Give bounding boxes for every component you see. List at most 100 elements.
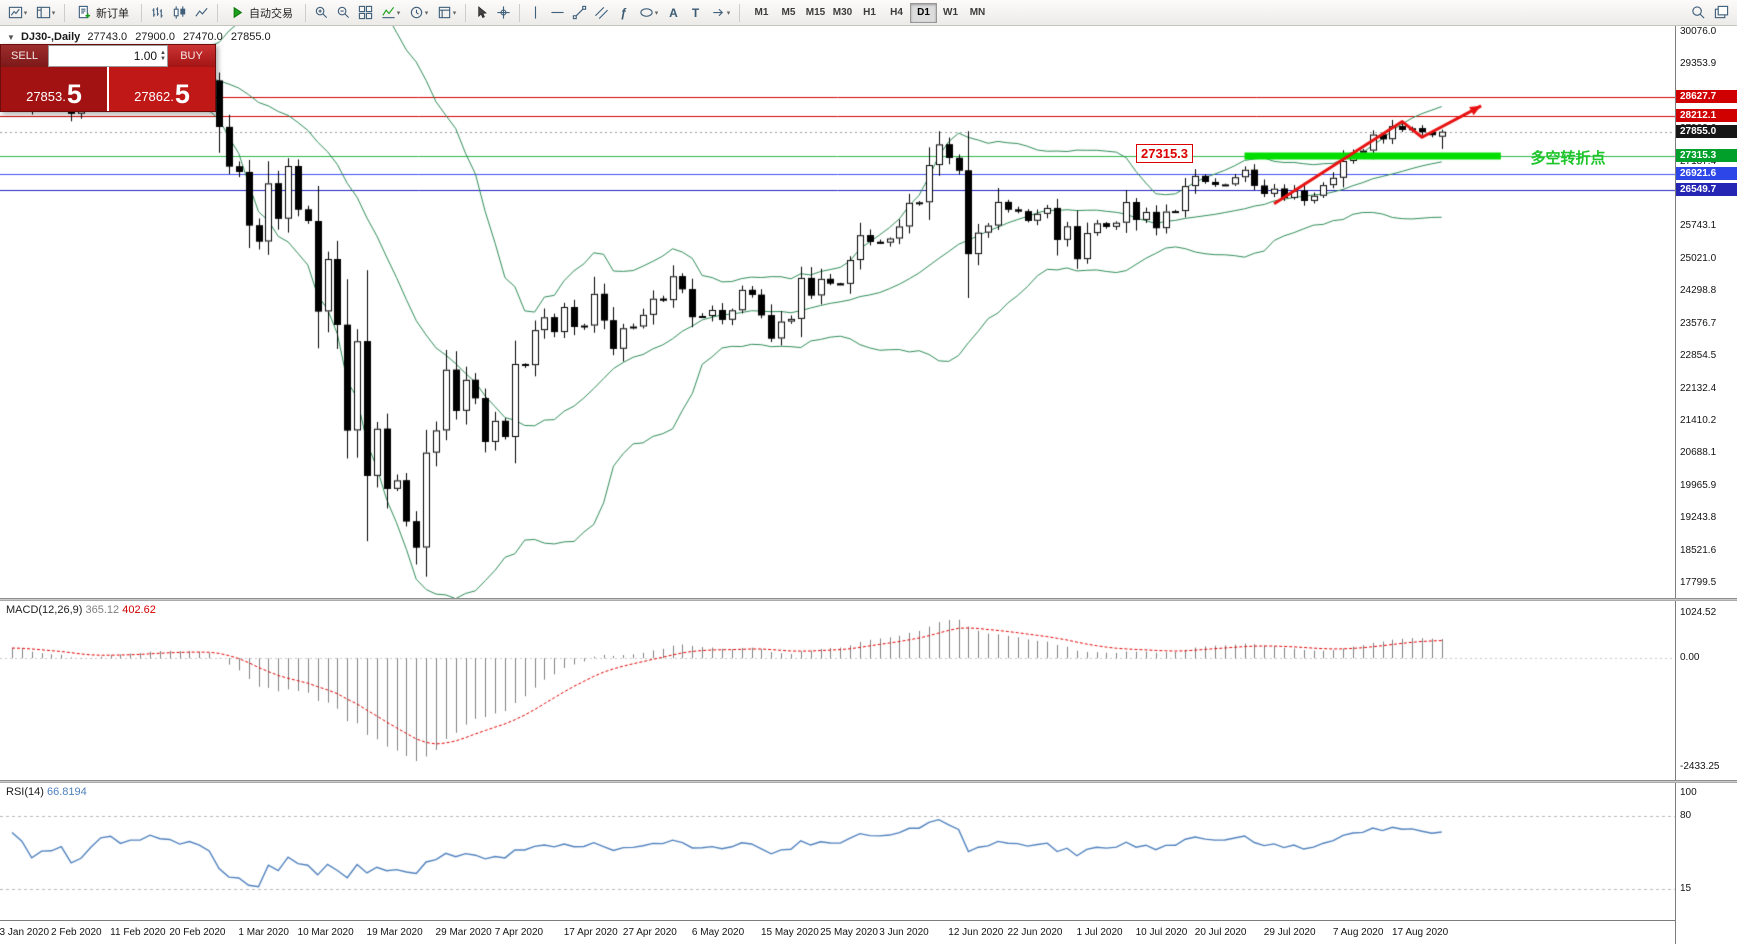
price-tick-label: 22854.5	[1680, 350, 1717, 362]
macd-signal-value: 402.62	[122, 604, 156, 616]
channel-icon[interactable]	[591, 2, 612, 24]
one-click-toggle-icon[interactable]: ▼	[7, 33, 15, 42]
trendline-icon[interactable]	[569, 2, 590, 24]
profiles-icon[interactable]: ▾	[32, 2, 59, 24]
zoom-out-icon[interactable]	[333, 2, 354, 24]
chevron-down-icon: ▾	[654, 9, 659, 17]
price-axis[interactable]: 30076.029353.928631.727909.627187.426465…	[1675, 26, 1737, 944]
chevron-down-icon: ▾	[424, 9, 429, 17]
crosshair-icon[interactable]	[493, 2, 514, 24]
date-label: 10 Mar 2020	[297, 927, 354, 938]
price-tick-label: 20688.1	[1680, 447, 1717, 459]
date-label: 17 Aug 2020	[1391, 927, 1449, 938]
volume-value: 1.00	[133, 49, 158, 63]
panel-splitter[interactable]	[0, 598, 1737, 601]
date-label: 7 Aug 2020	[1332, 927, 1384, 938]
timeframe-d1[interactable]: D1	[910, 2, 937, 23]
text-icon[interactable]: A	[669, 5, 678, 20]
spin-up-icon[interactable]: ▲	[160, 50, 166, 56]
chevron-down-icon: ▾	[51, 9, 56, 17]
price-marker-label: 28212.1	[1676, 108, 1737, 122]
price-level-callout[interactable]: 27315.3	[1136, 144, 1194, 164]
sell-price-panel[interactable]: 27853. 5	[1, 67, 107, 111]
timeframe-h1[interactable]: H1	[863, 7, 876, 18]
main-chart-canvas[interactable]	[0, 26, 1675, 598]
price-marker-label: 27855.0	[1676, 124, 1737, 138]
chart-annotations-layer: 27315.3 多空转折点	[0, 26, 1675, 598]
volume-spinner[interactable]: ▲ ▼	[160, 50, 166, 62]
autotrade-button[interactable]: 自动交易	[223, 2, 300, 24]
date-label: 29 Mar 2020	[435, 927, 492, 938]
timeframe-m1[interactable]: M1	[754, 7, 769, 18]
toolbar-items: ▾ ▾ 新订单 自动交易 ▾ ▾ ▾ ƒ ▾ A T ▾	[4, 2, 744, 24]
price-tick-label: 25743.1	[1680, 220, 1717, 232]
timeframe-mn[interactable]: MN	[969, 7, 986, 18]
search-icon[interactable]	[1688, 1, 1709, 23]
date-label: 19 Mar 2020	[366, 927, 423, 938]
line-chart-icon[interactable]	[191, 2, 212, 24]
vertical-line-icon[interactable]	[525, 2, 546, 24]
label-icon[interactable]: T	[691, 5, 700, 20]
date-label: 27 Apr 2020	[622, 927, 677, 938]
rsi-panel-canvas[interactable]	[0, 783, 1675, 920]
price-tick-label: 29353.9	[1680, 58, 1717, 70]
macd-tick-label: 0.00	[1680, 652, 1700, 664]
timeframe-m5[interactable]: M5	[781, 7, 796, 18]
price-tick-label: 18521.6	[1680, 544, 1717, 556]
autotrade-button-label: 自动交易	[249, 7, 293, 20]
rsi-tick-label: 100	[1680, 787, 1697, 798]
timeframe-m15[interactable]: M15	[805, 7, 826, 18]
price-tick-label: 22132.4	[1680, 382, 1717, 394]
date-label: 17 Apr 2020	[563, 927, 618, 938]
indicators-icon[interactable]: ▾	[377, 2, 404, 24]
bars-chart-icon[interactable]	[147, 2, 168, 24]
macd-panel-canvas[interactable]	[0, 601, 1675, 780]
horizontal-line-icon[interactable]	[547, 2, 568, 24]
cursor-icon[interactable]	[471, 2, 492, 24]
toolbar-separator	[141, 3, 142, 22]
symbol-header: ▼ DJ30-,Daily 27743.0 27900.0 27470.0 27…	[7, 31, 276, 43]
new-chart-icon[interactable]: ▾	[4, 2, 31, 24]
shapes-icon[interactable]: ▾	[635, 2, 662, 24]
fibonacci-icon[interactable]: ƒ	[620, 5, 627, 20]
templates-icon[interactable]: ▾	[433, 2, 460, 24]
timeframe-h4[interactable]: H4	[890, 7, 903, 18]
date-label: 1 Jul 2020	[1076, 927, 1123, 938]
timeframe-m30[interactable]: M30	[832, 7, 853, 18]
date-label: 7 Apr 2020	[494, 927, 544, 938]
date-label: 20 Jul 2020	[1194, 927, 1247, 938]
panel-splitter[interactable]	[0, 780, 1737, 783]
date-label: 29 Jul 2020	[1263, 927, 1316, 938]
chevron-down-icon: ▾	[452, 9, 457, 17]
date-label: 11 Feb 2020	[110, 927, 166, 938]
spin-down-icon[interactable]: ▼	[160, 56, 166, 62]
new-order-button[interactable]: 新订单	[70, 2, 136, 24]
date-label: 20 Feb 2020	[169, 927, 226, 938]
sell-price-big-digit: 5	[66, 79, 82, 109]
periods-icon[interactable]: ▾	[405, 2, 432, 24]
chart-windows-icon[interactable]	[1711, 1, 1732, 23]
volume-input[interactable]: 1.00 ▲ ▼	[48, 45, 168, 67]
timeframe-w1[interactable]: W1	[943, 7, 958, 18]
turning-point-label[interactable]: 多空转折点	[1530, 149, 1606, 167]
date-label: 15 May 2020	[760, 927, 819, 938]
arrows-icon[interactable]: ▾	[707, 2, 734, 24]
zoom-in-icon[interactable]	[311, 2, 332, 24]
macd-name: MACD(12,26,9)	[6, 604, 83, 616]
open-value: 27743.0	[87, 31, 128, 43]
candlestick-chart-icon[interactable]	[169, 2, 190, 24]
tile-windows-icon[interactable]	[355, 2, 376, 24]
date-label: 22 Jun 2020	[1007, 927, 1063, 938]
buy-price-panel[interactable]: 27862. 5	[109, 67, 215, 111]
toolbar-separator	[305, 3, 306, 22]
price-tick-label: 30076.0	[1680, 25, 1717, 37]
price-marker-label: 28627.7	[1676, 89, 1737, 103]
sell-button[interactable]: SELL	[1, 45, 48, 67]
one-click-trading-panel: SELL 1.00 ▲ ▼ BUY 27853. 5 27862. 5	[0, 44, 216, 112]
rsi-tick-label: 80	[1680, 809, 1692, 821]
price-tick-label: 21410.2	[1680, 414, 1717, 426]
buy-button[interactable]: BUY	[168, 45, 215, 67]
price-tick-label: 25021.0	[1680, 252, 1717, 264]
